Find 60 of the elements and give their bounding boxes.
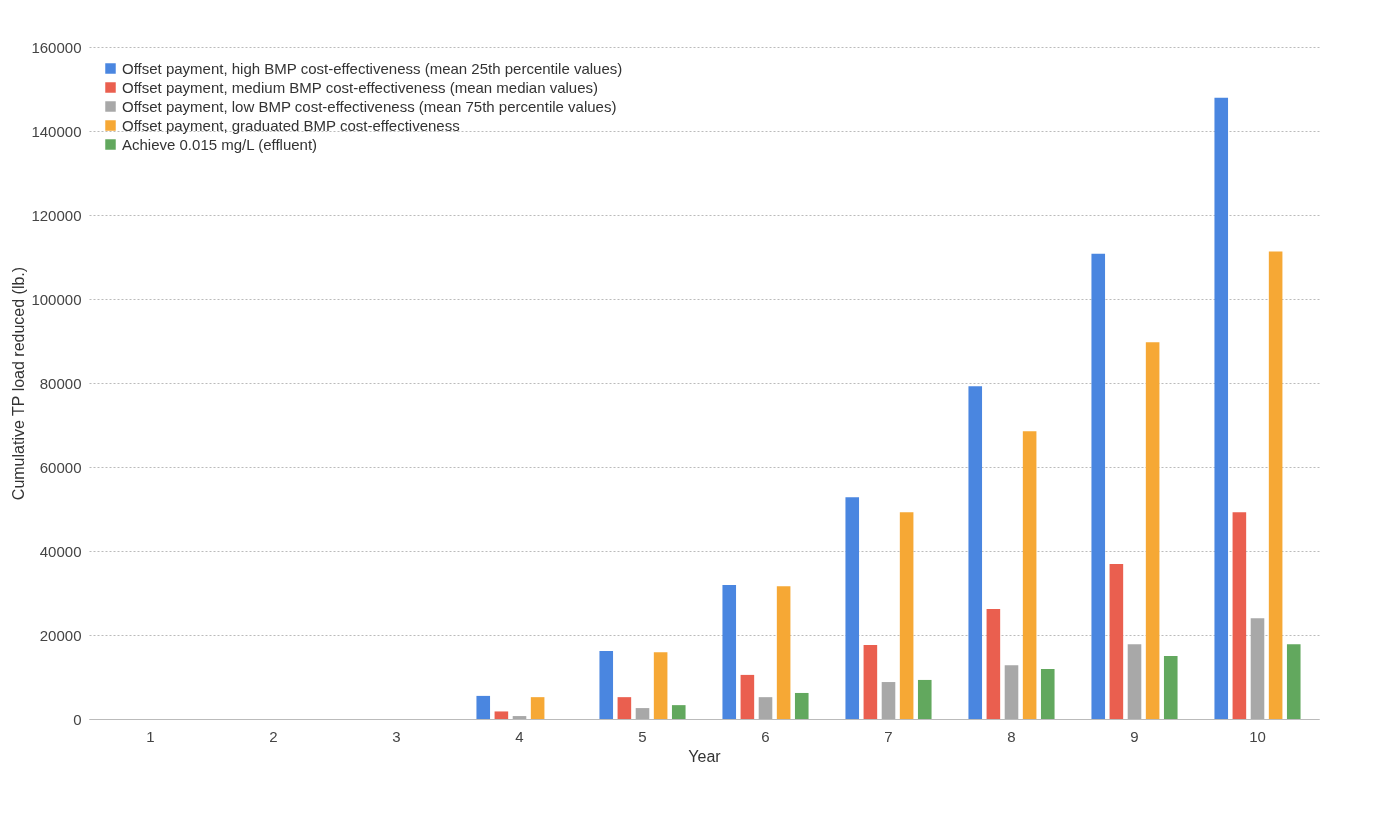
bar [1091,253,1106,719]
y-tick-label: 140000 [31,122,82,140]
x-tick-label: 7 [884,727,893,745]
bar [671,705,686,719]
bar [1214,97,1229,719]
bar [512,716,527,719]
bar [530,697,545,719]
x-tick-label: 2 [269,727,278,745]
bar [1232,512,1247,719]
legend-label: Offset payment, high BMP cost-effectiveness (mean 25th percentile values) [122,59,623,77]
x-tick-label: 10 [1249,727,1266,745]
bar [653,652,668,719]
bar [476,695,491,719]
bar [863,645,878,719]
bar [1268,251,1283,719]
bar [845,497,860,719]
bar [1286,644,1301,719]
bar [899,512,914,719]
bar [917,679,932,719]
legend-label: Offset payment, low BMP cost-effectiveness (mean 75th percentile values) [122,97,617,115]
x-axis-title: Year [688,747,722,765]
bar [635,708,650,719]
bar [1109,564,1124,719]
x-tick-label: 3 [392,727,401,745]
bar [1040,669,1055,719]
bar [1127,644,1142,719]
bar [617,697,632,719]
legend-label: Offset payment, medium BMP cost-effectiveness (mean median values) [122,78,599,96]
y-tick-label: 60000 [39,458,82,476]
bar [722,585,737,719]
bar [1022,431,1037,719]
x-tick-label: 1 [146,727,155,745]
y-tick-label: 100000 [31,290,82,308]
y-axis-title: Cumulative TP load reduced (lb.) [10,266,28,501]
bar [881,682,896,719]
x-tick-label: 9 [1130,727,1139,745]
legend-label: Achieve 0.015 mg/L (effluent) [122,135,318,153]
bar [1004,665,1019,719]
y-tick-label: 120000 [31,206,82,224]
bar [986,608,1001,719]
y-tick-label: 40000 [39,542,82,560]
y-tick-label: 160000 [31,38,82,56]
y-tick-label: 80000 [39,374,82,392]
y-tick-label: 0 [73,710,82,728]
bar [494,711,509,719]
x-tick-label: 8 [1007,727,1016,745]
bar [1250,618,1265,719]
x-tick-label: 6 [761,727,770,745]
x-tick-label: 4 [515,727,524,745]
bar [599,650,614,719]
bar [758,697,773,719]
bar [794,692,809,719]
y-tick-label: 20000 [39,626,82,644]
bar [1145,342,1160,719]
x-tick-label: 5 [638,727,647,745]
legend-label: Offset payment, graduated BMP cost-effectiveness [122,116,460,134]
bar [968,386,983,719]
bar [776,586,791,719]
bar [1163,656,1178,719]
bar [740,674,755,719]
